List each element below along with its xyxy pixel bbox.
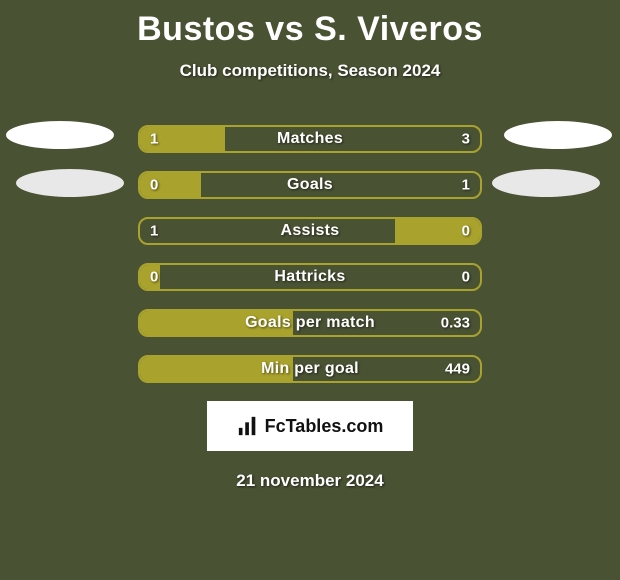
bars-icon	[237, 415, 259, 437]
stat-label: Goals per match	[245, 314, 375, 332]
stat-row: 1 Assists 0	[138, 217, 482, 245]
stat-value-left: 0	[150, 177, 158, 194]
page-title: Bustos vs S. Viveros	[0, 0, 620, 49]
stat-value-right: 1	[462, 177, 470, 194]
stat-value-left: 1	[150, 131, 158, 148]
stat-value-right: 3	[462, 131, 470, 148]
stat-value-right: 0.33	[441, 315, 470, 332]
player-photo-right-large	[504, 121, 612, 149]
stat-label: Min per goal	[261, 360, 359, 378]
stat-label: Matches	[277, 130, 343, 148]
player-photo-right-small	[492, 169, 600, 197]
stat-label: Hattricks	[274, 268, 345, 286]
stat-rows-container: 1 Matches 3 0 Goals 1 1 Assists 0 0 Hattricks 0 Goal…	[0, 125, 620, 383]
stat-row: 0 Goals 1	[138, 171, 482, 199]
stat-value-right: 449	[445, 361, 470, 378]
stat-row: 0 Hattricks 0	[138, 263, 482, 291]
player-photo-left-small	[16, 169, 124, 197]
stat-row: Goals per match 0.33	[138, 309, 482, 337]
stats-area: 1 Matches 3 0 Goals 1 1 Assists 0 0 Hattricks 0 Goal…	[0, 125, 620, 383]
stat-value-right: 0	[462, 223, 470, 240]
footer-date: 21 november 2024	[0, 471, 620, 491]
branding-badge: FcTables.com	[207, 401, 413, 451]
stat-row: 1 Matches 3	[138, 125, 482, 153]
stat-value-left: 0	[150, 269, 158, 286]
subtitle: Club competitions, Season 2024	[0, 61, 620, 81]
stat-label: Assists	[280, 222, 339, 240]
branding-text: FcTables.com	[265, 416, 384, 437]
stat-value-left: 1	[150, 223, 158, 240]
player-photo-left-large	[6, 121, 114, 149]
stat-label: Goals	[287, 176, 333, 194]
stat-value-right: 0	[462, 269, 470, 286]
stat-row: Min per goal 449	[138, 355, 482, 383]
